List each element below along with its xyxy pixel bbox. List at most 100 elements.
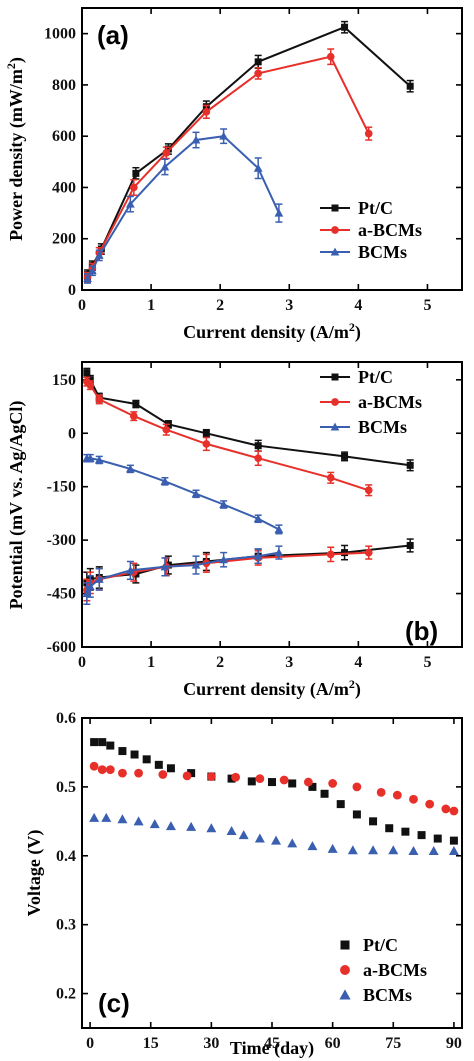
data-point	[320, 789, 329, 798]
data-point	[97, 765, 107, 775]
legend-item-bcms: BCMs	[320, 242, 407, 262]
legend-label: Pt/C	[363, 935, 398, 955]
x-tick-label: 15	[143, 1035, 159, 1052]
data-point	[279, 775, 289, 785]
data-point	[271, 835, 282, 845]
data-point	[274, 548, 284, 557]
data-point	[392, 790, 402, 800]
data-point	[89, 812, 100, 822]
data-point	[125, 199, 135, 208]
data-point	[117, 814, 128, 824]
data-point	[191, 135, 201, 144]
data-point	[202, 440, 211, 448]
legend-item-a-bcms: a-BCMs	[340, 960, 427, 980]
data-point	[86, 381, 95, 390]
data-point	[425, 799, 435, 809]
data-point	[327, 843, 338, 853]
data-point	[86, 376, 94, 384]
y-tick-label: 150	[52, 372, 76, 389]
data-point	[191, 489, 201, 498]
data-point	[129, 412, 138, 420]
data-point	[326, 473, 335, 482]
data-point	[341, 452, 349, 460]
data-point	[206, 772, 216, 781]
data-point	[166, 764, 175, 773]
data-point	[376, 788, 386, 797]
panel-a-frame	[81, 7, 463, 291]
legend-marker	[330, 422, 340, 431]
data-point	[341, 549, 349, 557]
x-tick-label: 0	[78, 297, 86, 314]
data-point	[149, 819, 160, 829]
x-tick-label: 45	[264, 1035, 280, 1052]
panel-c-ylabel: Voltage (V)	[24, 830, 45, 917]
series-line	[86, 55, 370, 278]
legend-label: a-BCMs	[358, 220, 422, 240]
data-point	[253, 551, 263, 560]
data-point	[274, 208, 284, 217]
x-tick-label: 0	[86, 1035, 94, 1052]
data-point	[165, 821, 176, 831]
legend-label: a-BCMs	[358, 392, 422, 412]
data-point	[364, 548, 373, 557]
series-pt-c-cathode	[83, 538, 414, 595]
panel-b-frame	[81, 361, 463, 648]
data-point	[158, 770, 168, 779]
data-point	[118, 747, 127, 756]
y-tick-label: -450	[47, 586, 76, 603]
data-point	[254, 833, 265, 843]
data-point	[406, 82, 414, 90]
data-point	[125, 464, 135, 473]
legend-item-a-bcms: a-BCMs	[320, 392, 422, 412]
panel-c-marks	[89, 738, 459, 855]
panel-c-ticks: 0 15 30 45 60 75 90 0.2 0.3 0.4 0.5 0.6	[56, 710, 462, 1052]
series-bcms	[82, 453, 284, 535]
data-point	[268, 778, 276, 787]
data-point	[85, 453, 95, 462]
data-point	[83, 274, 92, 282]
y-tick-label: 0.4	[56, 848, 76, 865]
y-tick-label: 200	[52, 231, 76, 248]
data-point	[441, 804, 451, 814]
data-point	[162, 425, 171, 434]
data-point	[94, 455, 104, 464]
y-tick-label: -300	[47, 532, 76, 549]
panel-c-label: (c)	[98, 988, 130, 1018]
data-point	[219, 131, 229, 140]
data-point	[226, 825, 237, 835]
panel-a: (a) Current density (A/m2) Power density…	[4, 7, 463, 343]
legend-marker	[339, 989, 351, 1000]
series-line	[86, 380, 370, 492]
series-bcms-cathode	[82, 545, 284, 605]
legend-item-pt-c: Pt/C	[320, 198, 393, 218]
y-tick-label: 0	[68, 425, 76, 442]
data-point	[160, 562, 170, 571]
data-point	[369, 817, 378, 826]
data-point	[129, 183, 138, 192]
data-point	[101, 812, 112, 822]
data-point	[326, 52, 335, 61]
data-point	[95, 395, 104, 404]
data-point	[307, 841, 318, 851]
panel-a-xlabel: Current density (A/m2)	[183, 320, 361, 343]
series-pt-c	[90, 738, 458, 845]
data-point	[406, 461, 414, 469]
data-point	[254, 442, 262, 450]
data-point	[164, 145, 172, 153]
data-point	[408, 845, 419, 855]
y-tick-label: -150	[47, 479, 76, 496]
data-point	[254, 454, 263, 463]
panel-c: (c) Time (day) Voltage (V) 0 15 30 45 60 75 90…	[24, 710, 463, 1059]
panel-b-legend: Pt/C a-BCMs BCMs	[320, 367, 422, 437]
data-point	[94, 574, 104, 583]
data-point	[288, 779, 297, 788]
data-point	[132, 169, 140, 177]
series-a-bcms	[82, 376, 373, 497]
data-point	[388, 845, 399, 855]
panel-c-legend: Pt/C a-BCMs BCMs	[339, 935, 427, 1005]
panel-b-ticks: 0 1 2 3 4 5 -600 -450 -300 -150 0 150	[47, 362, 462, 671]
data-point	[134, 768, 143, 778]
data-point	[449, 836, 458, 845]
data-point	[98, 738, 107, 747]
data-point	[417, 831, 426, 840]
